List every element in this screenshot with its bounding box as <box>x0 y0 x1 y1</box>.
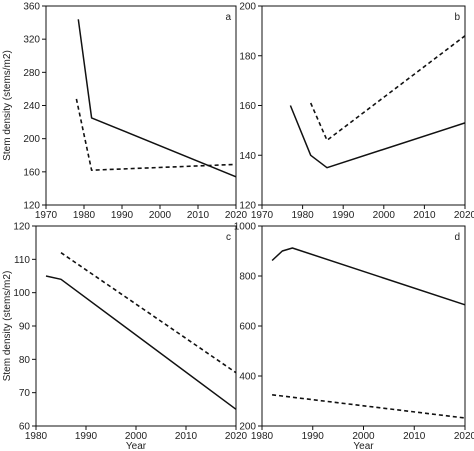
y-tick-label: 200 <box>23 134 40 145</box>
x-tick-label: 1990 <box>111 210 134 221</box>
x-axis-label: Year <box>126 441 147 451</box>
panel-letter: b <box>454 12 460 23</box>
plot-frame <box>35 225 237 427</box>
series-dashed-line <box>60 252 237 374</box>
x-tick-label: 1990 <box>75 431 98 442</box>
x-axis-label: Year <box>353 441 374 451</box>
panel-b: 1970 1980 1990 2000 2010 2020 120 140 160 180 200 b <box>239 2 474 222</box>
y-tick-label: 70 <box>19 388 31 399</box>
panel-a: 1970 1980 1990 2000 2010 2020 120 160 200 240 280 3… <box>2 2 248 222</box>
y-tick-label: 100 <box>13 288 30 299</box>
x-tick-label: 1970 <box>251 210 274 221</box>
y-tick-label: 200 <box>239 422 256 433</box>
y-tick-label: 160 <box>239 101 256 112</box>
panel-c: 1980 1990 2000 2010 2020 60 70 80 90 100 110 120 c Ye… <box>2 222 248 451</box>
x-tick-label: 1980 <box>73 210 96 221</box>
y-tick-label: 240 <box>23 101 40 112</box>
x-tick-label: 2010 <box>175 431 198 442</box>
y-tick-label: 110 <box>14 255 30 266</box>
y-tick-label: 60 <box>19 422 31 433</box>
y-tick-label: 140 <box>239 151 256 162</box>
y-tick-label: 90 <box>19 322 31 333</box>
x-tick-label: 1980 <box>291 210 314 221</box>
plot-frame <box>45 5 237 206</box>
y-tick-label: 160 <box>23 167 40 178</box>
x-tick-label: 2020 <box>225 210 248 221</box>
x-tick-label: 1990 <box>302 431 325 442</box>
plot-frame <box>261 5 466 206</box>
series-dashed-line <box>309 35 466 142</box>
x-tick-label: 1980 <box>25 431 48 442</box>
series-solid-line <box>77 19 237 178</box>
x-tick-label: 2020 <box>454 210 474 221</box>
x-tick-label: 1970 <box>35 210 58 221</box>
y-axis-label: Stem density (stems/m2) <box>2 50 13 161</box>
y-tick-label: 180 <box>239 51 256 62</box>
y-tick-label: 1000 <box>234 222 257 233</box>
series-solid-line <box>45 275 237 410</box>
y-tick-label: 120 <box>13 222 30 233</box>
panel-letter: a <box>225 12 231 23</box>
panel-letter: d <box>454 232 460 243</box>
x-tick-label: 2000 <box>352 431 375 442</box>
x-tick-label: 2010 <box>403 431 426 442</box>
y-tick-label: 360 <box>23 2 40 13</box>
x-tick-label: 1980 <box>251 431 274 442</box>
x-tick-label: 2000 <box>149 210 172 221</box>
y-tick-label: 320 <box>23 35 40 46</box>
x-tick-label: 2010 <box>187 210 210 221</box>
x-tick-label: 2000 <box>373 210 396 221</box>
x-tick-label: 2020 <box>454 431 474 442</box>
series-dashed-line <box>272 394 466 419</box>
panel-letter: c <box>226 232 231 243</box>
y-tick-label: 80 <box>19 355 31 366</box>
plot-frame <box>261 225 466 427</box>
y-tick-label: 280 <box>23 68 40 79</box>
series-solid-line <box>289 105 466 169</box>
x-tick-label: 2010 <box>413 210 436 221</box>
series-solid-line <box>271 247 466 306</box>
x-tick-label: 2000 <box>125 431 148 442</box>
y-tick-label: 120 <box>239 201 256 212</box>
y-tick-label: 200 <box>239 2 256 13</box>
y-axis-label: Stem density (stems/m2) <box>2 271 13 382</box>
series-dashed-line <box>75 98 237 171</box>
y-tick-label: 400 <box>239 372 256 383</box>
y-tick-label: 800 <box>239 272 256 283</box>
panel-d: 1980 1990 2000 2010 2020 200 400 600 800 1000 d Yea… <box>234 222 474 451</box>
x-tick-label: 1990 <box>332 210 355 221</box>
y-tick-label: 600 <box>239 322 256 333</box>
x-tick-label: 2020 <box>225 431 248 442</box>
y-tick-label: 120 <box>23 201 40 212</box>
